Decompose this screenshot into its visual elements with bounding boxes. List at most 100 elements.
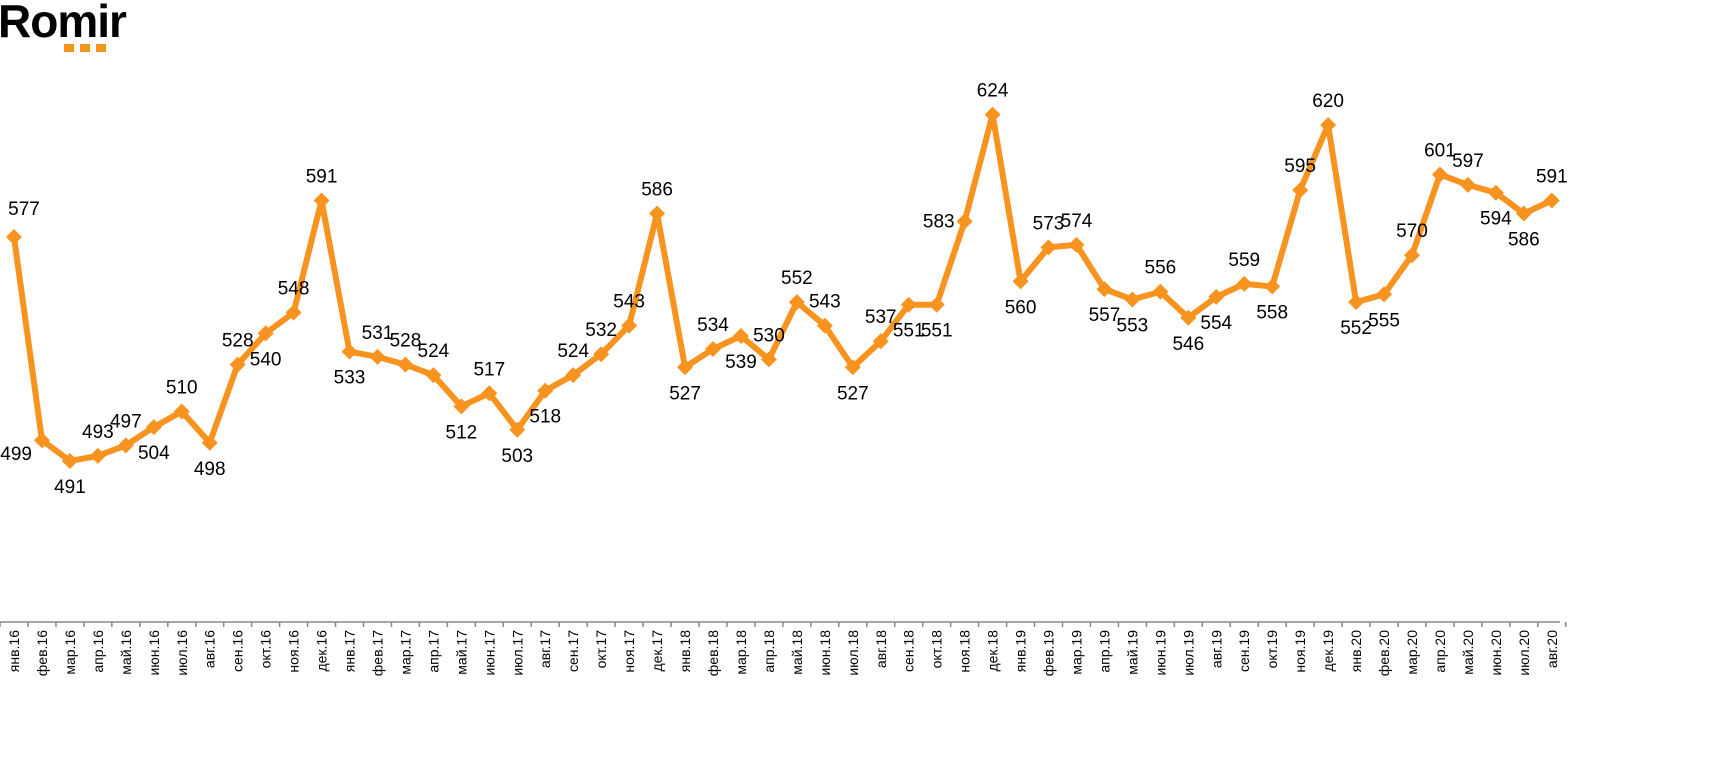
data-point-marker bbox=[537, 382, 554, 399]
data-point-marker bbox=[369, 348, 386, 365]
x-tick-label: июн.16 bbox=[146, 630, 162, 676]
x-tick-label: сен.18 bbox=[901, 630, 917, 672]
x-tick-label: янв.17 bbox=[342, 630, 358, 672]
data-label: 574 bbox=[1061, 211, 1093, 232]
data-point-marker bbox=[1543, 192, 1560, 209]
data-point-marker bbox=[788, 294, 805, 311]
data-label: 553 bbox=[1117, 316, 1149, 337]
data-point-marker bbox=[1292, 182, 1309, 199]
x-tick-label: июл.16 bbox=[174, 630, 190, 676]
data-point-marker bbox=[1012, 273, 1029, 290]
x-tick-label: ноя.16 bbox=[286, 630, 302, 673]
x-tick-label: июл.20 bbox=[1516, 630, 1532, 676]
data-label: 591 bbox=[1536, 167, 1568, 188]
x-tick-label: мар.16 bbox=[62, 630, 78, 675]
data-point-marker bbox=[1124, 291, 1141, 308]
x-tick-label: сен.16 bbox=[230, 630, 246, 672]
data-label: 595 bbox=[1284, 156, 1316, 177]
data-label: 597 bbox=[1452, 151, 1484, 172]
data-label: 586 bbox=[641, 180, 673, 201]
x-tick-label: фев.16 bbox=[34, 630, 50, 676]
logo-dot bbox=[64, 44, 74, 52]
data-label: 527 bbox=[837, 383, 869, 404]
data-label: 556 bbox=[1145, 258, 1177, 279]
data-label: 497 bbox=[110, 411, 142, 432]
data-point-marker bbox=[341, 343, 358, 360]
data-point-marker bbox=[565, 367, 582, 384]
x-tick-label: фев.19 bbox=[1041, 630, 1057, 676]
data-point-marker bbox=[956, 213, 973, 230]
data-point-marker bbox=[509, 421, 526, 438]
data-label: 493 bbox=[82, 422, 114, 443]
data-label: 601 bbox=[1424, 140, 1456, 161]
data-point-marker bbox=[425, 367, 442, 384]
x-tick-label: авг.19 bbox=[1208, 630, 1224, 668]
data-label: 527 bbox=[669, 383, 701, 404]
x-tick-label: янв.19 bbox=[1013, 630, 1029, 672]
data-point-marker bbox=[872, 333, 889, 350]
data-label: 499 bbox=[0, 444, 32, 465]
x-tick-label: окт.19 bbox=[1264, 630, 1280, 669]
data-label: 586 bbox=[1508, 230, 1540, 251]
data-point-marker bbox=[649, 205, 666, 222]
data-label: 552 bbox=[781, 268, 813, 289]
data-label: 551 bbox=[921, 321, 953, 342]
data-label: 559 bbox=[1228, 250, 1260, 271]
x-tick-label: окт.16 bbox=[258, 630, 274, 669]
data-label: 573 bbox=[1033, 213, 1065, 234]
logo-dot bbox=[96, 44, 106, 52]
data-label: 546 bbox=[1172, 334, 1204, 355]
data-label: 491 bbox=[54, 477, 86, 498]
data-label: 620 bbox=[1312, 91, 1344, 112]
data-label: 557 bbox=[1089, 305, 1121, 326]
data-label: 583 bbox=[923, 211, 955, 232]
data-label: 558 bbox=[1256, 302, 1288, 323]
data-point-marker bbox=[984, 106, 1001, 123]
data-label: 504 bbox=[138, 443, 170, 464]
data-label: 517 bbox=[473, 359, 505, 380]
data-series-line bbox=[11, 111, 1554, 465]
data-label: 537 bbox=[865, 307, 897, 328]
data-label: 503 bbox=[501, 446, 533, 467]
x-tick-label: июл.17 bbox=[509, 630, 525, 676]
x-tick-label: дек.16 bbox=[314, 630, 330, 672]
x-tick-label: апр.16 bbox=[90, 630, 106, 673]
data-point-marker bbox=[900, 296, 917, 313]
data-label: 577 bbox=[8, 199, 40, 220]
x-tick-label: фев.17 bbox=[369, 630, 385, 676]
x-tick-label: май.17 bbox=[453, 630, 469, 675]
data-point-marker bbox=[1068, 236, 1085, 253]
x-tick-label: мар.19 bbox=[1068, 630, 1084, 675]
x-tick-label: дек.18 bbox=[985, 630, 1001, 672]
data-point-marker bbox=[1040, 239, 1057, 256]
data-point-marker bbox=[1404, 247, 1420, 264]
data-label: 528 bbox=[222, 331, 254, 352]
data-point-marker bbox=[816, 317, 833, 334]
data-label: 551 bbox=[893, 321, 925, 342]
data-point-marker bbox=[173, 403, 190, 420]
data-label: 543 bbox=[613, 292, 645, 313]
x-tick-label: авг.17 bbox=[537, 630, 553, 668]
data-label: 518 bbox=[529, 407, 561, 428]
x-tick-label: апр.19 bbox=[1096, 630, 1112, 673]
logo-dot bbox=[80, 44, 90, 52]
data-point-marker bbox=[1236, 275, 1253, 292]
x-tick-label: ноя.19 bbox=[1292, 630, 1308, 673]
data-point-marker bbox=[1431, 166, 1448, 183]
data-point-marker bbox=[1180, 309, 1197, 326]
data-label: 591 bbox=[306, 167, 338, 188]
x-tick-label: янв.20 bbox=[1348, 630, 1364, 672]
data-point-marker bbox=[257, 325, 274, 342]
x-tick-label: янв.16 bbox=[6, 630, 22, 672]
data-point-marker bbox=[397, 356, 414, 373]
data-label: 594 bbox=[1480, 209, 1512, 230]
data-label: 512 bbox=[446, 422, 478, 443]
data-point-marker bbox=[117, 437, 134, 454]
data-point-marker bbox=[593, 346, 610, 363]
x-tick-label: ноя.18 bbox=[957, 630, 973, 673]
data-label: 552 bbox=[1340, 318, 1372, 339]
data-label: 555 bbox=[1368, 310, 1400, 331]
x-tick-label: июн.20 bbox=[1488, 630, 1504, 676]
x-tick-label: апр.17 bbox=[425, 630, 441, 673]
x-tick-label: мар.20 bbox=[1404, 630, 1420, 675]
